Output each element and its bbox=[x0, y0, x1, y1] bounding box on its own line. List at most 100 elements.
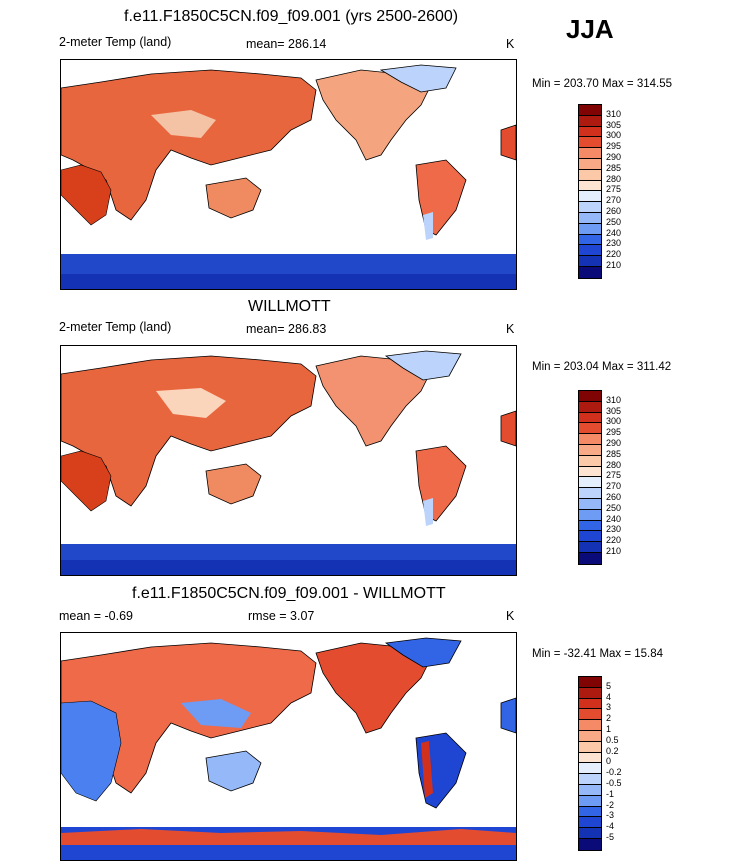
colorbar-tick-label: 270 bbox=[606, 195, 622, 206]
colorbar-tick-label: 295 bbox=[606, 427, 622, 438]
colorbar-swatch bbox=[579, 455, 601, 467]
africa-edge-right bbox=[500, 410, 516, 447]
colorbar-tick-label: 0.5 bbox=[606, 734, 619, 745]
south-america bbox=[415, 445, 467, 522]
colorbar-swatch bbox=[579, 115, 601, 127]
colorbar-swatch bbox=[579, 266, 601, 278]
colorbar-tick-label: 305 bbox=[606, 405, 622, 416]
colorbar-tick-label: 260 bbox=[606, 492, 622, 502]
colorbar-swatch bbox=[579, 137, 601, 149]
colorbar-swatch bbox=[579, 752, 601, 764]
colorbar-swatch bbox=[579, 423, 601, 435]
colorbar-swatch bbox=[579, 169, 601, 181]
colorbar-swatch bbox=[579, 720, 601, 731]
colorbar-tick-label: 210 bbox=[606, 546, 622, 556]
panel-1-title: f.e11.F1850C5CN.f09_f09.001 (yrs 2500-26… bbox=[124, 8, 459, 25]
colorbar-tick-label: -0.2 bbox=[606, 767, 622, 778]
colorbar-tick-label: 275 bbox=[606, 184, 622, 195]
colorbar-swatch bbox=[579, 828, 601, 839]
colorbar-swatch bbox=[579, 509, 601, 521]
patagonia-cool bbox=[423, 498, 433, 526]
colorbar-tick-label: 1 bbox=[606, 724, 612, 734]
australia bbox=[205, 177, 262, 219]
colorbar-swatch bbox=[579, 730, 601, 742]
panel-2-minmax: Min = 203.04 Max = 311.42 bbox=[532, 361, 672, 373]
colorbar-tick-label: 305 bbox=[606, 119, 622, 130]
colorbar-tick-label: 230 bbox=[606, 238, 622, 249]
map-svg-2 bbox=[61, 350, 516, 575]
colorbar-tick-label: 285 bbox=[606, 448, 622, 459]
tibet-cool bbox=[151, 110, 216, 138]
colorbar-swatch bbox=[579, 488, 601, 499]
colorbar-swatch bbox=[579, 806, 601, 818]
panel-1-minmax: Min = 203.70 Max = 314.55 bbox=[532, 78, 673, 90]
panel-1-variable: 2-meter Temp (land) bbox=[59, 35, 172, 49]
colorbar-swatch bbox=[579, 687, 601, 699]
colorbar-swatch bbox=[579, 466, 601, 478]
australia bbox=[205, 750, 262, 792]
colorbar-tick-label: 220 bbox=[606, 249, 622, 260]
colorbar-swatch bbox=[579, 531, 601, 543]
south-asia-cool bbox=[181, 699, 251, 728]
colorbar-tick-label: 0.2 bbox=[606, 745, 619, 756]
colorbar-tick-label: 280 bbox=[606, 173, 622, 184]
africa-cool bbox=[61, 700, 122, 802]
africa-hot bbox=[61, 164, 112, 226]
colorbar-tick-label: -2 bbox=[606, 799, 615, 810]
colorbar-swatch bbox=[579, 434, 601, 445]
panel-2-variable: 2-meter Temp (land) bbox=[59, 320, 172, 334]
colorbar-tick-label: -0.5 bbox=[606, 778, 622, 788]
greenland bbox=[379, 64, 457, 93]
colorbar-tick-label: 275 bbox=[606, 470, 622, 481]
colorbar-tick-label: 220 bbox=[606, 535, 622, 546]
colorbar-swatch bbox=[579, 520, 601, 532]
colorbar-swatch bbox=[579, 234, 601, 246]
panel-2-map bbox=[60, 345, 517, 576]
colorbar-tick-label: -3 bbox=[606, 810, 615, 821]
colorbar-swatch bbox=[579, 223, 601, 235]
colorbar-swatch bbox=[579, 105, 601, 116]
colorbar-swatch bbox=[579, 774, 601, 785]
colorbar-tick-label: 285 bbox=[606, 162, 622, 173]
panel-2-title: WILLMOTT bbox=[248, 298, 331, 315]
colorbar-swatch bbox=[579, 444, 601, 456]
colorbar-tick-label: 5 bbox=[606, 680, 612, 691]
colorbar-tick-label: 240 bbox=[606, 513, 622, 524]
colorbar-swatch bbox=[579, 698, 601, 710]
colorbar-tick-label: 280 bbox=[606, 459, 622, 470]
panel-3-mean: mean = -0.69 bbox=[59, 609, 134, 623]
colorbar-swatch bbox=[579, 245, 601, 257]
antarctica-interior bbox=[61, 274, 516, 289]
panel-1-map bbox=[60, 59, 517, 290]
colorbar-swatch bbox=[579, 126, 601, 138]
colorbar-tick-label: 290 bbox=[606, 438, 622, 448]
colorbar-tick-label: 4 bbox=[606, 691, 612, 702]
panel-2-unit: K bbox=[506, 322, 515, 336]
colorbar-swatch bbox=[579, 552, 601, 564]
colorbar-swatch bbox=[579, 498, 601, 510]
colorbar-tick-label: 295 bbox=[606, 141, 622, 152]
colorbar-swatch bbox=[579, 817, 601, 829]
colorbar-tick-label: -5 bbox=[606, 832, 615, 842]
colorbar-swatch bbox=[579, 212, 601, 224]
colorbar-swatch bbox=[579, 401, 601, 413]
season-label: JJA bbox=[566, 14, 614, 44]
colorbar-swatch bbox=[579, 148, 601, 159]
antarctica-interior bbox=[61, 560, 516, 575]
greenland bbox=[384, 637, 462, 668]
panel-1-colorbar bbox=[578, 104, 602, 279]
colorbar-swatch bbox=[579, 158, 601, 170]
colorbar-swatch bbox=[579, 477, 601, 489]
colorbar-tick-label: 0 bbox=[606, 756, 612, 767]
colorbar-swatch bbox=[579, 256, 601, 267]
tibet-cool bbox=[156, 388, 226, 418]
panel-3-rmse: rmse = 3.07 bbox=[248, 609, 315, 623]
colorbar-swatch bbox=[579, 412, 601, 424]
panel-3-unit: K bbox=[506, 609, 515, 623]
colorbar-tick-label: 300 bbox=[606, 416, 622, 427]
colorbar-tick-label: 2 bbox=[606, 713, 612, 724]
colorbar-swatch bbox=[579, 741, 601, 753]
colorbar-swatch bbox=[579, 709, 601, 721]
colorbar-tick-label: 230 bbox=[606, 524, 622, 535]
colorbar-tick-label: 310 bbox=[606, 108, 622, 119]
